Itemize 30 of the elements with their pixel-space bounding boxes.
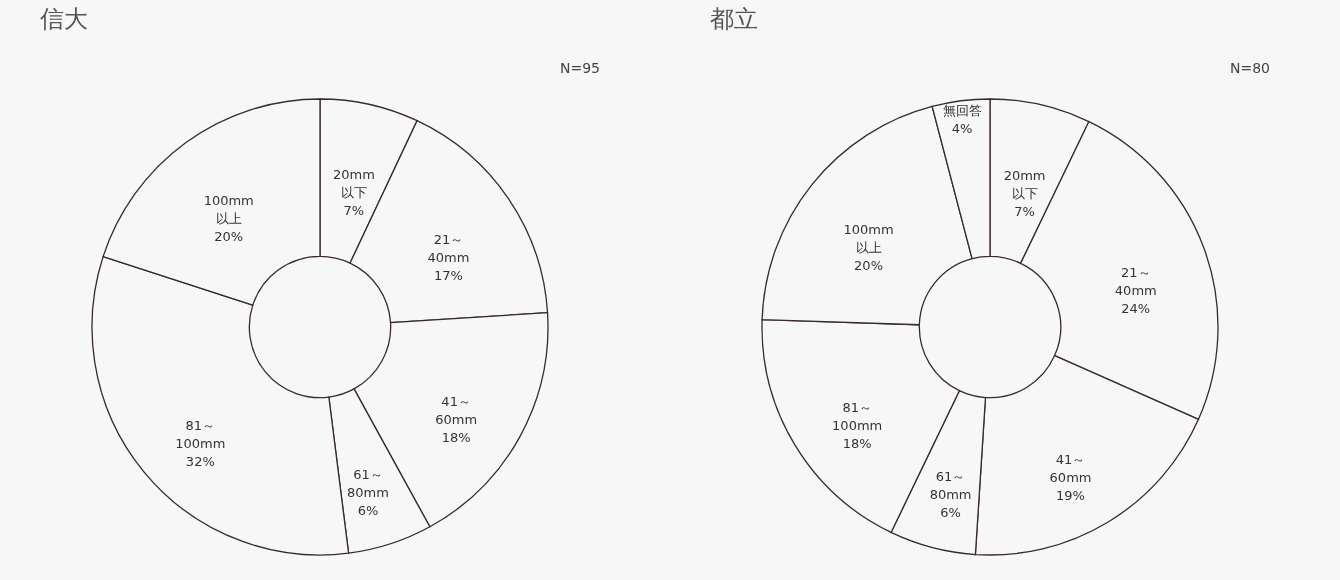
data-label: 24% <box>1121 301 1151 317</box>
slice-label: 61～80mm <box>929 469 972 503</box>
data-label: 7% <box>343 203 365 219</box>
chart-title: 都立 <box>710 5 758 33</box>
data-label: 20% <box>214 229 244 245</box>
data-label: 6% <box>357 502 379 518</box>
data-label: 17% <box>434 267 463 283</box>
slice-label: 20mm以下 <box>1003 167 1046 201</box>
slice-label: 61～80mm <box>347 466 389 500</box>
data-label: 20% <box>854 258 883 274</box>
data-label: 18% <box>842 435 872 451</box>
slice-label: 21～40mm <box>427 231 470 265</box>
text: N=95 <box>559 60 600 76</box>
slice-label: 81～100mm <box>832 399 883 433</box>
data-label: 6% <box>940 505 961 521</box>
slice-label: 100mm以上 <box>203 193 254 227</box>
slice-label: 21～40mm <box>1114 265 1157 299</box>
data-label: 32% <box>185 454 215 470</box>
chart-title: 信大 <box>40 5 88 33</box>
slice-label: 81～100mm <box>175 418 226 452</box>
slice-label: 41～60mm <box>435 393 478 427</box>
slice-label: 無回答 <box>942 102 982 118</box>
slice-label: 20mm以下 <box>332 167 375 201</box>
data-label: 19% <box>1056 487 1085 503</box>
data-label: 7% <box>1014 203 1035 219</box>
data-label: 4% <box>951 120 973 136</box>
slice-label: 41～60mm <box>1049 451 1092 485</box>
slice-label: 100mm以上 <box>843 222 894 256</box>
data-label: 18% <box>441 429 471 445</box>
text: N=80 <box>1229 60 1270 76</box>
